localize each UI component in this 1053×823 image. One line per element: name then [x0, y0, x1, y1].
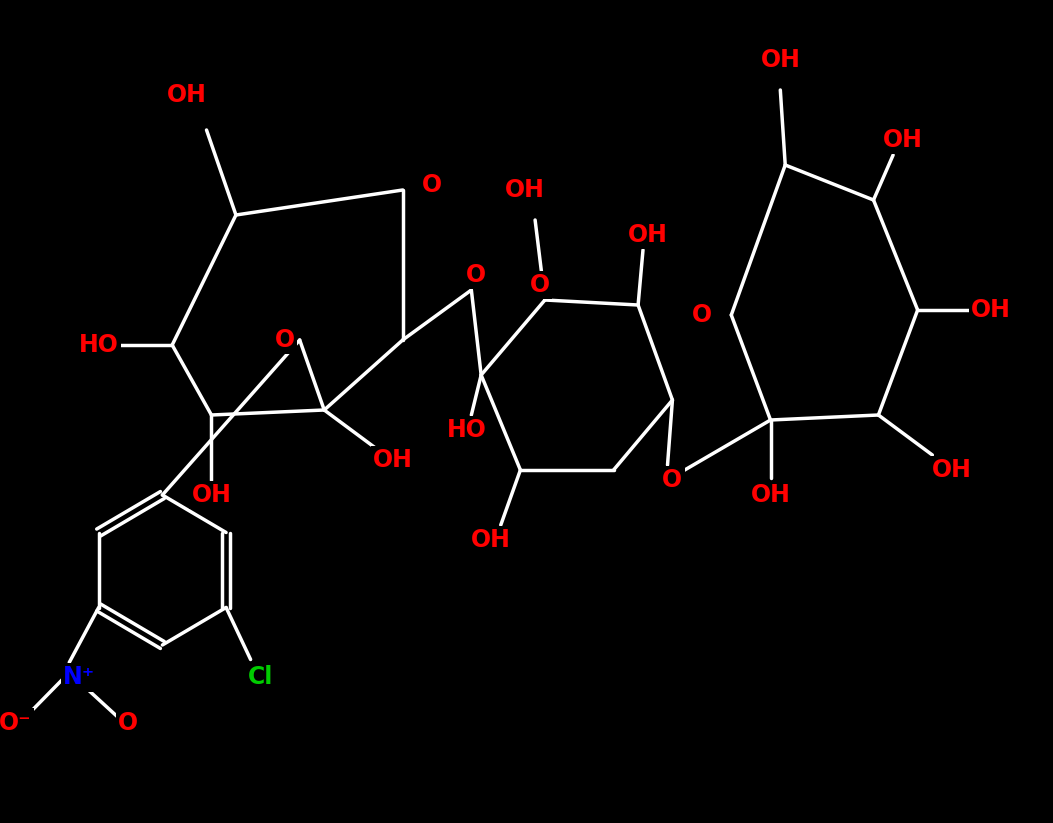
Text: HO: HO — [79, 333, 119, 357]
Text: O: O — [466, 263, 486, 287]
Text: OH: OH — [628, 223, 668, 247]
Text: O: O — [118, 710, 138, 734]
Text: O: O — [422, 173, 442, 197]
Text: O: O — [662, 468, 682, 492]
Text: O: O — [275, 328, 295, 352]
Text: OH: OH — [760, 48, 800, 72]
Text: OH: OH — [373, 448, 413, 472]
Text: OH: OH — [971, 298, 1011, 322]
Text: O: O — [692, 303, 712, 327]
Text: HO: HO — [446, 418, 486, 442]
Text: OH: OH — [167, 83, 206, 107]
Text: Cl: Cl — [247, 666, 273, 690]
Text: O: O — [530, 273, 550, 297]
Text: OH: OH — [505, 178, 545, 202]
Text: OH: OH — [932, 458, 972, 482]
Text: OH: OH — [192, 483, 232, 507]
Text: OH: OH — [883, 128, 922, 152]
Text: O⁻: O⁻ — [0, 710, 32, 734]
Text: N⁺: N⁺ — [63, 666, 95, 690]
Text: OH: OH — [751, 483, 791, 507]
Text: OH: OH — [471, 528, 511, 552]
